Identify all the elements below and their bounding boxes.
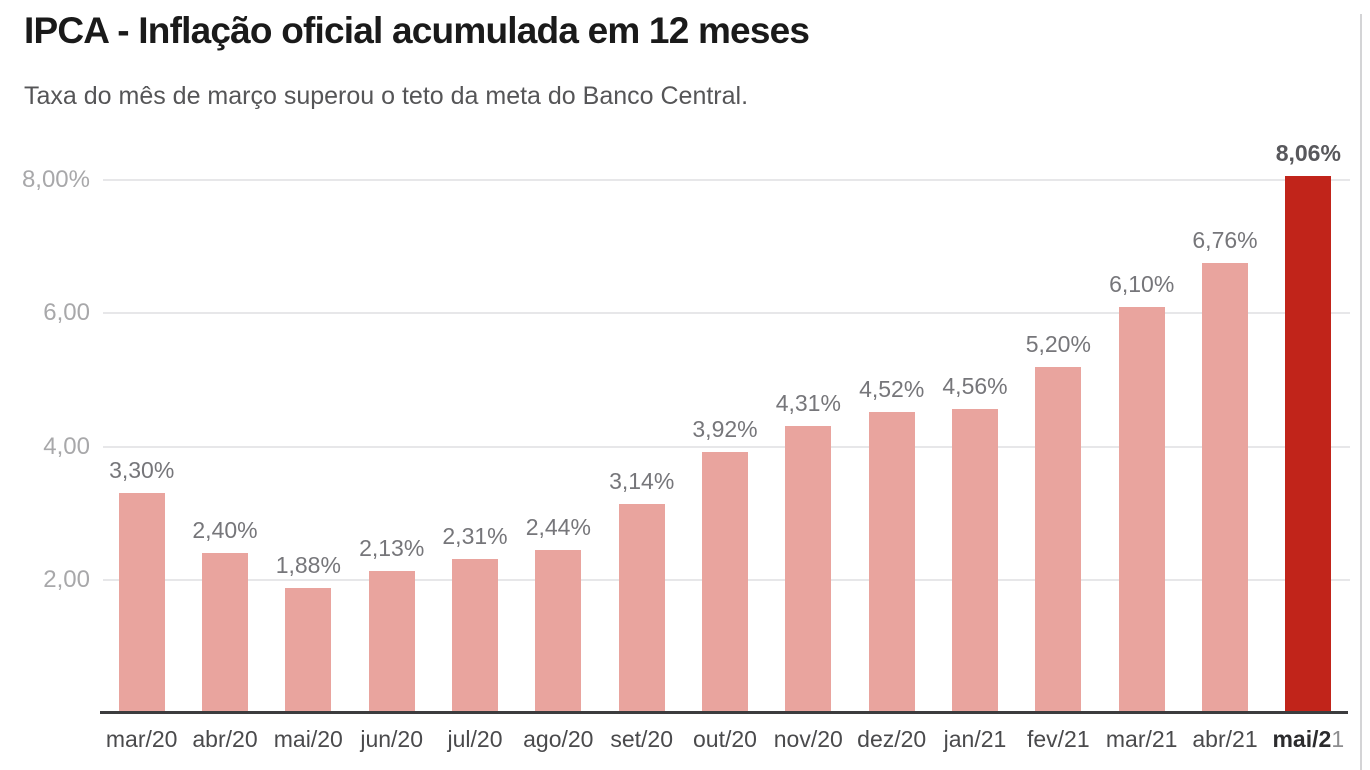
bar-jan-21 [952, 409, 998, 712]
x-axis-label-tail: 1 [1331, 726, 1345, 752]
bar-value-label-dez-20: 4,52% [859, 376, 925, 402]
x-axis-label-mar-20: mar/20 [105, 726, 178, 752]
bar-nov-20 [785, 426, 832, 712]
bar-mai-21 [1285, 176, 1332, 712]
x-axis-label-jan-21: jan/21 [943, 726, 1007, 752]
x-axis-label-out-20: out/20 [693, 726, 757, 752]
x-axis-line [100, 711, 1348, 714]
bar-value-label-nov-20: 4,31% [775, 390, 841, 416]
x-axis-label-fev-21: fev/21 [1026, 726, 1090, 752]
page-subtitle: Taxa do mês de março superou o teto da m… [24, 82, 749, 110]
bar-value-label-out-20: 3,92% [692, 416, 758, 442]
bar-mar-20 [118, 493, 165, 712]
bar-value-label-set-20: 3,14% [609, 468, 675, 494]
bar-value-label-mar-21: 6,10% [1109, 271, 1175, 297]
bar-out-20 [702, 452, 748, 712]
x-axis-label-mai-20: mai/20 [273, 726, 343, 752]
gridline-8 [103, 179, 1350, 182]
gridline-6 [103, 312, 1350, 315]
bar-jul-20 [452, 559, 498, 712]
gridline-4 [103, 445, 1350, 448]
x-axis-label-mar-21: mar/21 [1105, 726, 1178, 752]
bar-value-label-jul-20: 2,31% [442, 523, 508, 549]
x-axis-label-abr-21: abr/21 [1192, 726, 1258, 752]
bar-abr-20 [202, 553, 248, 712]
bar-abr-21 [1202, 263, 1248, 712]
bar-value-label-jun-20: 2,13% [359, 535, 425, 561]
page-title: IPCA - Inflação oficial acumulada em 12 … [24, 10, 810, 51]
y-tick-label-2: 2,00 [43, 565, 90, 593]
x-axis-label-jun-20: jun/20 [360, 726, 424, 752]
page-right-border [1360, 14, 1362, 770]
y-tick-label-8: 8,00% [21, 166, 90, 194]
bar-fev-21 [1035, 367, 1082, 712]
bar-ago-20 [535, 550, 582, 712]
x-axis-label-jul-20: jul/20 [447, 726, 503, 752]
x-axis-label-main: mai/2 [1272, 726, 1332, 752]
bar-value-label-abr-21: 6,76% [1192, 227, 1258, 253]
bar-value-label-mai-20: 1,88% [275, 552, 341, 578]
x-axis-label-nov-20: nov/20 [773, 726, 843, 752]
bar-mar-21 [1118, 307, 1165, 712]
bar-value-label-abr-20: 2,40% [192, 517, 258, 543]
x-axis-label-abr-20: abr/20 [192, 726, 258, 752]
x-axis-label-set-20: set/20 [610, 726, 674, 752]
bar-value-label-ago-20: 2,44% [525, 514, 591, 540]
x-axis-label-ago-20: ago/20 [523, 726, 594, 752]
x-axis-label-dez-20: dez/20 [857, 726, 927, 752]
x-axis-label-mai-21: mai/21 [1248, 724, 1368, 754]
bar-mai-20 [285, 588, 332, 712]
bar-dez-20 [868, 412, 915, 712]
bar-value-label-fev-21: 5,20% [1025, 331, 1091, 357]
bar-jun-20 [368, 571, 415, 712]
y-tick-label-6: 6,00 [43, 299, 90, 327]
bar-value-label-mai-21: 8,06% [1275, 140, 1341, 166]
bar-value-label-mar-20: 3,30% [109, 457, 175, 483]
y-tick-label-4: 4,00 [43, 432, 90, 460]
bar-value-label-jan-21: 4,56% [942, 373, 1008, 399]
bar-set-20 [618, 504, 665, 712]
